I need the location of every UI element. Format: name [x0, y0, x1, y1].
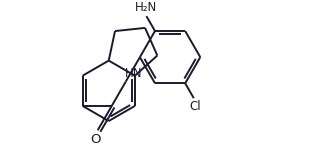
Text: O: O	[91, 133, 101, 146]
Text: H₂N: H₂N	[135, 1, 158, 14]
Text: HN: HN	[125, 67, 143, 80]
Text: Cl: Cl	[189, 100, 201, 113]
